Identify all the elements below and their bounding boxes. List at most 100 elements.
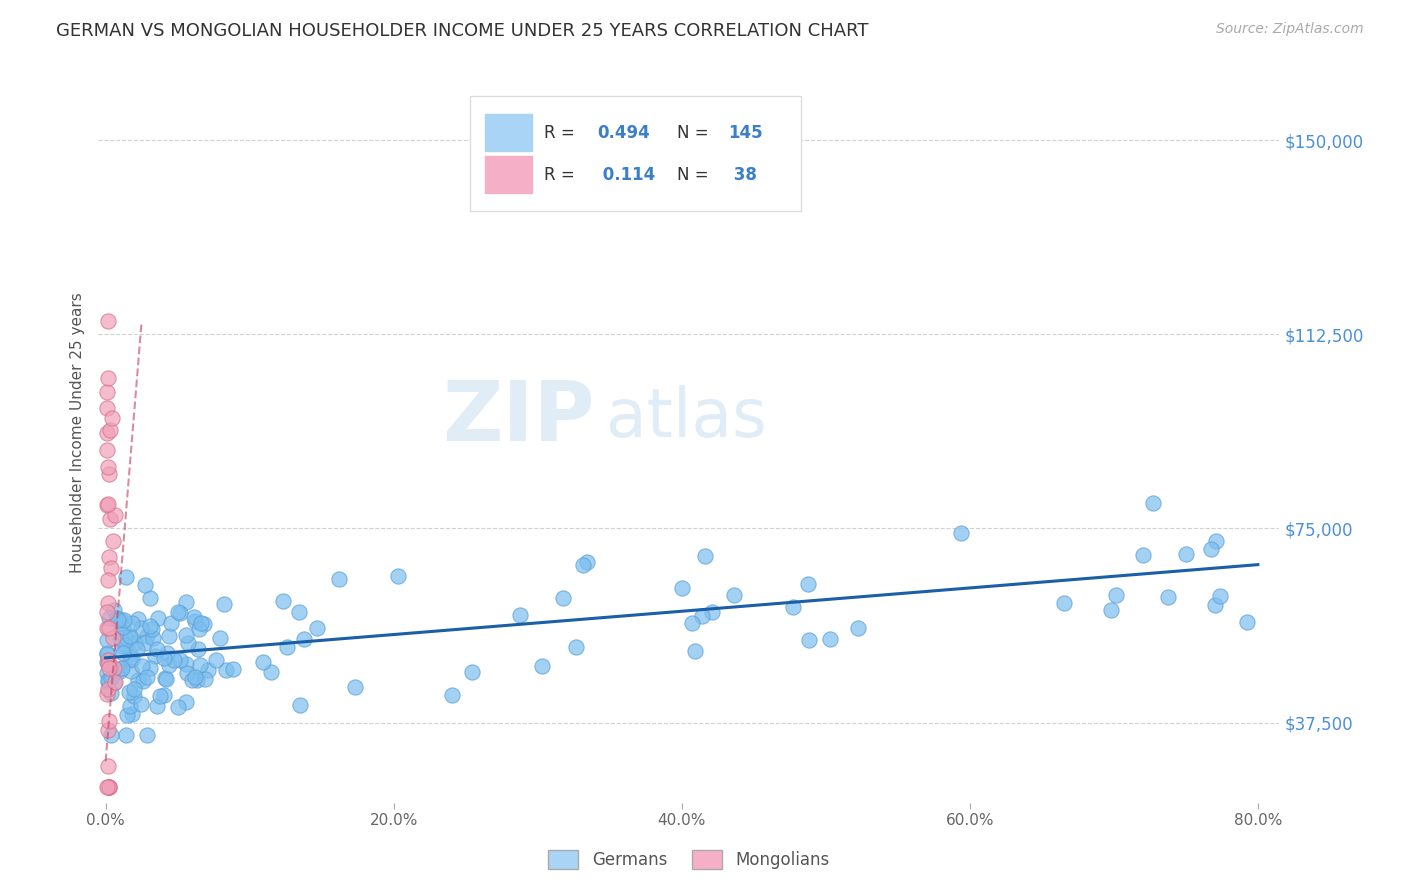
Point [103, 602, 125, 616]
Point [135, 729, 157, 743]
Point [153, 650, 176, 665]
Text: 38: 38 [728, 166, 756, 184]
Point [98, 423, 121, 437]
Point [174, 657, 197, 672]
Point [132, 673, 155, 688]
Point [572, 558, 595, 573]
Point [166, 606, 188, 620]
Point [134, 578, 156, 592]
Point [138, 619, 160, 633]
Point [97, 653, 120, 667]
Point [97, 674, 120, 689]
Point [271, 593, 294, 607]
Point [139, 660, 162, 674]
Point [97, 780, 120, 795]
Point [129, 697, 152, 711]
Point [96, 385, 118, 400]
Point [96, 687, 118, 701]
Point [252, 655, 274, 669]
Point [1142, 496, 1164, 510]
Point [343, 680, 366, 694]
Point [118, 684, 141, 698]
Point [108, 619, 131, 633]
Point [184, 670, 207, 684]
Point [292, 632, 315, 646]
Point [695, 549, 717, 563]
Point [129, 621, 152, 635]
Point [142, 631, 165, 645]
Point [215, 663, 238, 677]
Point [155, 646, 177, 660]
Point [97, 314, 120, 328]
Point [155, 672, 177, 686]
Point [96, 498, 118, 512]
Point [121, 652, 143, 666]
Point [1174, 548, 1197, 562]
Point [387, 569, 409, 583]
Point [174, 595, 197, 609]
Point [104, 508, 127, 522]
Text: 0.114: 0.114 [596, 166, 655, 184]
Point [531, 658, 554, 673]
Text: 0.494: 0.494 [596, 124, 650, 142]
Point [146, 642, 169, 657]
Point [127, 611, 149, 625]
Point [782, 600, 804, 615]
Point [135, 629, 157, 643]
Point [112, 613, 135, 627]
FancyBboxPatch shape [485, 114, 531, 152]
Point [180, 673, 202, 688]
Point [1157, 590, 1180, 604]
Point [509, 608, 531, 623]
Point [797, 577, 820, 591]
Text: N =: N = [678, 124, 714, 142]
Point [160, 616, 183, 631]
Point [97, 459, 120, 474]
Point [121, 615, 143, 630]
Point [671, 581, 693, 595]
Point [136, 670, 159, 684]
Point [112, 646, 135, 660]
Point [120, 652, 142, 666]
Point [127, 673, 149, 687]
Point [576, 555, 599, 569]
Point [174, 696, 197, 710]
Point [950, 526, 973, 541]
Point [114, 570, 136, 584]
Point [120, 664, 142, 678]
Point [288, 605, 311, 619]
Point [124, 635, 146, 649]
Point [104, 674, 127, 689]
Point [846, 621, 869, 635]
Point [1208, 590, 1230, 604]
Point [97, 681, 120, 696]
Point [114, 630, 136, 644]
Point [1053, 597, 1076, 611]
Point [96, 647, 118, 661]
Point [108, 664, 131, 678]
Text: GERMAN VS MONGOLIAN HOUSEHOLDER INCOME UNDER 25 YEARS CORRELATION CHART: GERMAN VS MONGOLIAN HOUSEHOLDER INCOME U… [56, 22, 869, 40]
Point [110, 662, 132, 676]
Point [101, 632, 124, 646]
Point [100, 512, 122, 526]
Point [96, 780, 118, 795]
Point [1132, 548, 1154, 562]
Point [108, 631, 131, 645]
Point [111, 639, 134, 653]
Point [100, 671, 122, 685]
Point [194, 672, 217, 686]
Point [193, 617, 215, 632]
Point [100, 686, 122, 700]
Point [169, 606, 191, 620]
Point [97, 622, 120, 636]
Point [564, 640, 586, 654]
Point [222, 662, 245, 676]
Point [105, 611, 128, 625]
Point [148, 689, 170, 703]
Point [176, 665, 198, 680]
Point [98, 714, 121, 729]
Point [110, 661, 132, 675]
Point [118, 648, 141, 662]
Point [103, 534, 125, 549]
Point [169, 653, 191, 667]
